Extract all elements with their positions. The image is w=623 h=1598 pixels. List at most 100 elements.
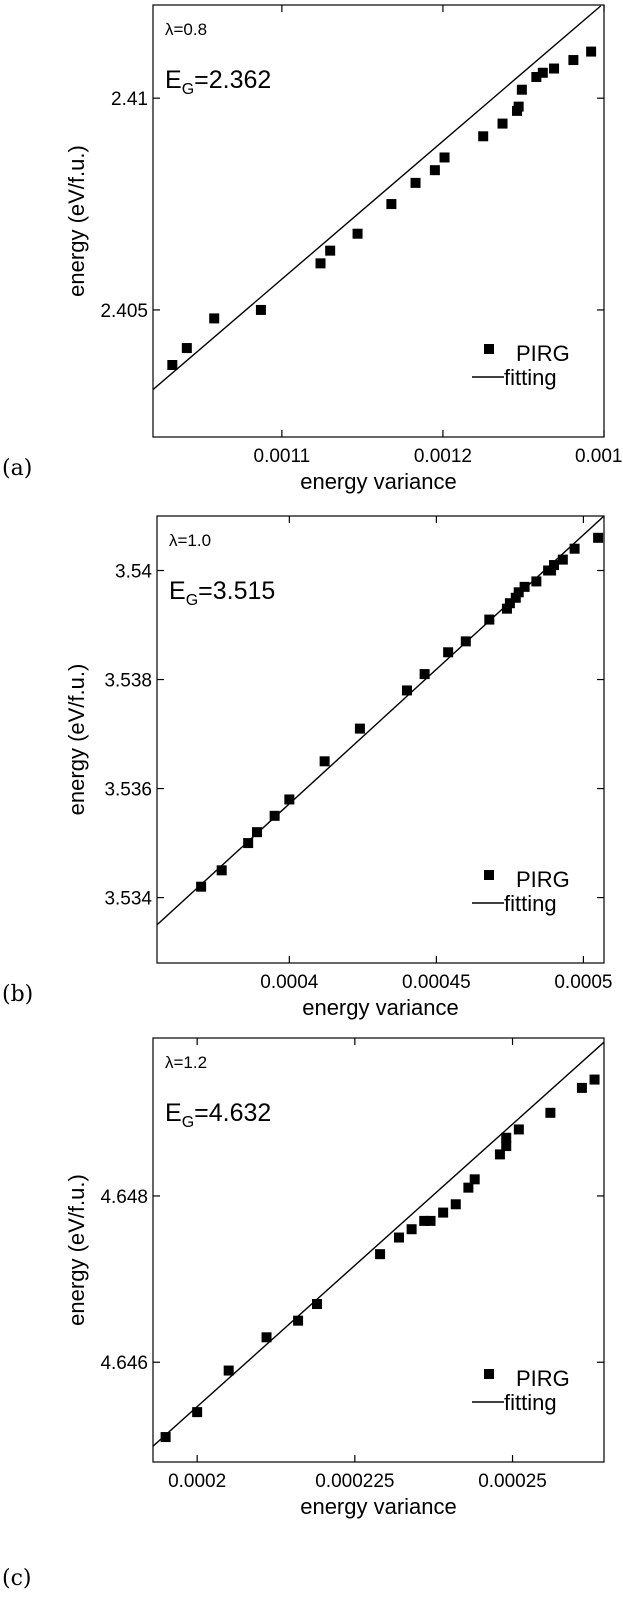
- eg-prefix: E: [169, 577, 186, 605]
- fitting-line: [153, 5, 602, 391]
- data-point: [319, 756, 330, 767]
- data-point: [386, 199, 397, 210]
- data-point: [593, 532, 604, 543]
- data-point: [269, 810, 280, 821]
- data-point: [438, 1207, 449, 1218]
- eg-subscript: G: [186, 592, 198, 609]
- data-point: [501, 603, 512, 614]
- data-point: [497, 118, 508, 129]
- data-point: [251, 827, 262, 838]
- lambda-label: λ=1.0: [169, 531, 211, 550]
- data-point: [478, 131, 489, 142]
- data-point: [192, 1407, 203, 1418]
- data-point: [419, 1215, 430, 1226]
- eg-label: EG=2.362: [165, 66, 271, 98]
- legend-label-line: fitting: [504, 365, 557, 390]
- plot-frame: [152, 4, 605, 438]
- y-tick-label: 3.534: [104, 889, 152, 910]
- data-point: [261, 1332, 272, 1343]
- eg-prefix: E: [165, 66, 182, 94]
- data-point: [354, 723, 365, 734]
- data-point: [504, 598, 515, 609]
- data-point: [460, 636, 471, 647]
- x-axis-label: energy variance: [300, 1494, 457, 1519]
- plot-frame: [152, 1037, 605, 1463]
- y-tick-label: 2.41: [111, 89, 148, 110]
- data-point: [469, 1174, 480, 1185]
- data-point: [501, 1132, 512, 1143]
- fitting-line: [153, 1041, 604, 1447]
- data-point: [223, 1365, 234, 1376]
- y-tick-label: 2.405: [100, 301, 148, 322]
- data-point: [167, 360, 178, 370]
- plot-frame: [156, 515, 605, 964]
- data-point: [425, 1215, 436, 1226]
- legend-marker: [484, 1369, 494, 1379]
- y-axis-label: energy (eV/f.u.): [64, 664, 89, 816]
- eg-value: =4.632: [194, 1099, 271, 1127]
- data-point: [401, 685, 412, 696]
- data-point: [537, 67, 548, 78]
- legend-label-line: fitting: [504, 1390, 557, 1415]
- data-point: [510, 592, 521, 603]
- data-point: [494, 1149, 505, 1160]
- lambda-label: λ=0.8: [165, 20, 207, 39]
- data-point: [410, 177, 421, 188]
- data-point: [181, 343, 192, 354]
- panel-a: 0.0011 0.0012 0.0013 2.405 2.41 energy varian…: [2, 4, 623, 494]
- eg-subscript: G: [182, 81, 194, 98]
- data-point: [484, 614, 495, 625]
- data-point: [160, 1432, 171, 1443]
- eg-subscript: G: [182, 1114, 194, 1131]
- data-point: [209, 313, 220, 324]
- legend-marker: [484, 870, 494, 880]
- data-point: [557, 554, 568, 565]
- data-point: [463, 1182, 474, 1193]
- data-point: [255, 304, 266, 315]
- y-axis-label: energy (eV/f.u.): [64, 1174, 89, 1326]
- data-point: [549, 63, 560, 74]
- data-point: [516, 84, 527, 95]
- data-point: [443, 647, 454, 658]
- data-point: [216, 865, 227, 876]
- eg-label: EG=3.515: [169, 577, 275, 609]
- y-tick-label: 3.536: [104, 780, 152, 801]
- eg-label: EG=4.632: [165, 1099, 271, 1131]
- data-point: [531, 576, 542, 587]
- data-point: [549, 560, 560, 571]
- data-point: [429, 165, 440, 176]
- data-point: [196, 881, 207, 892]
- legend-label-points: PIRG: [516, 341, 570, 366]
- x-tick-label: 0.0002: [168, 1471, 226, 1492]
- legend-marker: [484, 344, 494, 354]
- panel-c: 0.0002 0.000225 0.00025 4.646 4.648 energy va…: [2, 1037, 605, 1591]
- eg-value: =3.515: [198, 577, 275, 605]
- x-tick-label: 0.0012: [414, 446, 472, 467]
- y-tick-label: 3.54: [115, 562, 152, 583]
- data-point: [513, 1124, 524, 1135]
- panel-b: 0.0004 0.00045 0.0005 3.534 3.536 3.538 3.54 en…: [2, 515, 612, 1020]
- data-point: [284, 794, 295, 805]
- x-tick-label: 0.000225: [315, 1471, 394, 1492]
- data-point: [568, 55, 579, 66]
- y-axis-label: energy (eV/f.u.): [64, 145, 89, 297]
- data-point: [243, 838, 254, 849]
- legend-label-line: fitting: [504, 891, 557, 916]
- x-tick-label: 0.0005: [554, 972, 612, 993]
- panel-label: (a): [2, 456, 32, 481]
- panel-label: (c): [2, 1566, 32, 1591]
- lambda-label: λ=1.2: [165, 1053, 207, 1072]
- panel-label: (b): [2, 982, 33, 1007]
- data-point: [545, 1107, 556, 1118]
- y-tick-label: 4.648: [100, 1187, 148, 1208]
- eg-prefix: E: [165, 1099, 182, 1127]
- data-point: [513, 101, 524, 112]
- data-point: [325, 245, 336, 256]
- legend-label-points: PIRG: [516, 867, 570, 892]
- data-point: [569, 543, 580, 554]
- data-point: [375, 1249, 386, 1260]
- data-point: [450, 1199, 461, 1210]
- legend-label-points: PIRG: [516, 1366, 570, 1391]
- x-tick-label: 0.0004: [260, 972, 319, 993]
- y-tick-label: 4.646: [100, 1353, 148, 1374]
